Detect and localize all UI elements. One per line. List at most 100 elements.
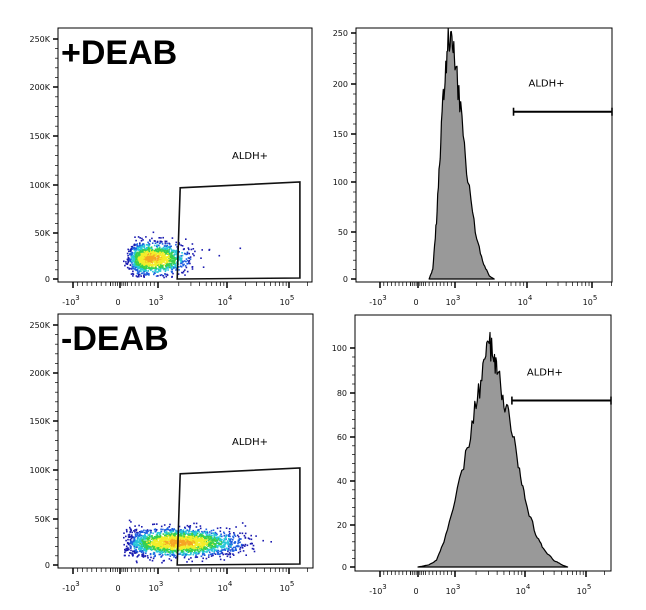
- event-dot: [193, 254, 195, 257]
- event-dot: [245, 554, 247, 556]
- event-dot: [224, 541, 227, 544]
- event-dot: [168, 551, 171, 553]
- event-dot: [132, 550, 134, 552]
- event-dot: [206, 549, 208, 551]
- event-dot: [182, 270, 185, 273]
- y-tick-label: 100: [332, 344, 347, 353]
- event-dot: [181, 535, 183, 537]
- event-dot: [153, 555, 156, 558]
- event-dot: [208, 534, 210, 537]
- event-dot: [171, 255, 174, 258]
- event-dot: [164, 536, 166, 539]
- event-dot: [152, 543, 155, 545]
- event-dot: [204, 539, 206, 541]
- event-dot: [135, 548, 137, 551]
- x-tick-label: 103: [446, 294, 461, 307]
- event-dot: [232, 553, 234, 555]
- event-dot: [146, 538, 149, 541]
- event-dot: [177, 549, 180, 552]
- event-dot: [183, 533, 185, 536]
- event-dot: [171, 534, 174, 537]
- event-dot: [171, 528, 173, 530]
- event-dot: [159, 533, 161, 536]
- event-dot: [159, 553, 161, 556]
- event-dot: [151, 541, 153, 544]
- event-dot: [140, 548, 142, 551]
- event-dot: [165, 549, 168, 551]
- x-tick-exponent: 4: [228, 294, 233, 302]
- event-dot: [147, 261, 150, 263]
- event-dot: [130, 246, 133, 248]
- event-dot: [173, 540, 176, 542]
- event-dot: [159, 535, 161, 538]
- event-dot: [190, 541, 193, 544]
- event-dot: [213, 542, 215, 545]
- event-dot: [227, 542, 230, 545]
- event-dot: [151, 255, 153, 257]
- event-dot: [219, 535, 222, 537]
- event-dot: [202, 548, 205, 550]
- event-dot: [200, 540, 203, 543]
- x-tick-exponent: 4: [528, 294, 533, 302]
- event-dot: [143, 274, 145, 276]
- y-tick-label: 250K: [29, 35, 50, 44]
- event-dot: [201, 249, 203, 251]
- event-dot: [195, 551, 198, 554]
- aldh-gate-polygon: [176, 181, 301, 280]
- event-dot: [139, 546, 142, 548]
- event-dot: [231, 547, 234, 550]
- event-dot: [180, 258, 183, 261]
- event-dot: [132, 542, 135, 544]
- event-dot: [136, 551, 139, 553]
- event-dot: [142, 540, 145, 543]
- event-dot: [129, 530, 132, 533]
- y-tick-label: 200K: [29, 83, 50, 92]
- event-dot: [218, 553, 220, 556]
- event-dot: [154, 554, 156, 557]
- event-dot: [142, 554, 145, 557]
- event-dot: [182, 547, 184, 549]
- event-dot: [166, 527, 169, 529]
- event-dot: [125, 545, 128, 548]
- event-dot: [205, 534, 208, 536]
- event-dot: [173, 250, 176, 252]
- event-dot: [170, 245, 172, 248]
- event-dot: [173, 545, 176, 548]
- event-dot: [159, 269, 161, 271]
- event-dot: [174, 262, 176, 264]
- event-dot: [172, 546, 174, 549]
- event-dot: [204, 543, 207, 546]
- event-dot: [162, 267, 165, 270]
- event-dot: [244, 543, 247, 546]
- event-dot: [138, 254, 140, 257]
- event-dot: [211, 549, 213, 552]
- event-dot: [125, 539, 127, 542]
- event-dot: [162, 528, 164, 531]
- event-dot: [163, 549, 165, 551]
- event-dot: [200, 555, 203, 558]
- event-dot: [197, 547, 200, 550]
- event-dot: [163, 249, 165, 252]
- event-dot: [145, 250, 148, 253]
- event-dot: [154, 539, 156, 541]
- event-dot: [175, 531, 178, 533]
- event-dot: [133, 530, 135, 532]
- event-dot: [241, 532, 244, 535]
- x-tick-exponent: 4: [526, 583, 531, 591]
- event-dot: [184, 555, 186, 558]
- event-dot: [189, 539, 192, 542]
- event-dot: [147, 256, 149, 259]
- event-dot: [138, 273, 141, 276]
- event-dot: [142, 248, 144, 251]
- event-dot: [161, 545, 163, 548]
- event-dot: [248, 538, 251, 540]
- event-dot: [135, 542, 138, 544]
- event-dot: [180, 529, 182, 531]
- event-dot: [219, 539, 221, 541]
- event-dot: [142, 545, 145, 547]
- event-dot: [153, 264, 156, 266]
- event-dot: [174, 542, 176, 544]
- event-dot: [210, 536, 212, 538]
- event-dot: [178, 266, 180, 268]
- event-dot: [142, 535, 145, 538]
